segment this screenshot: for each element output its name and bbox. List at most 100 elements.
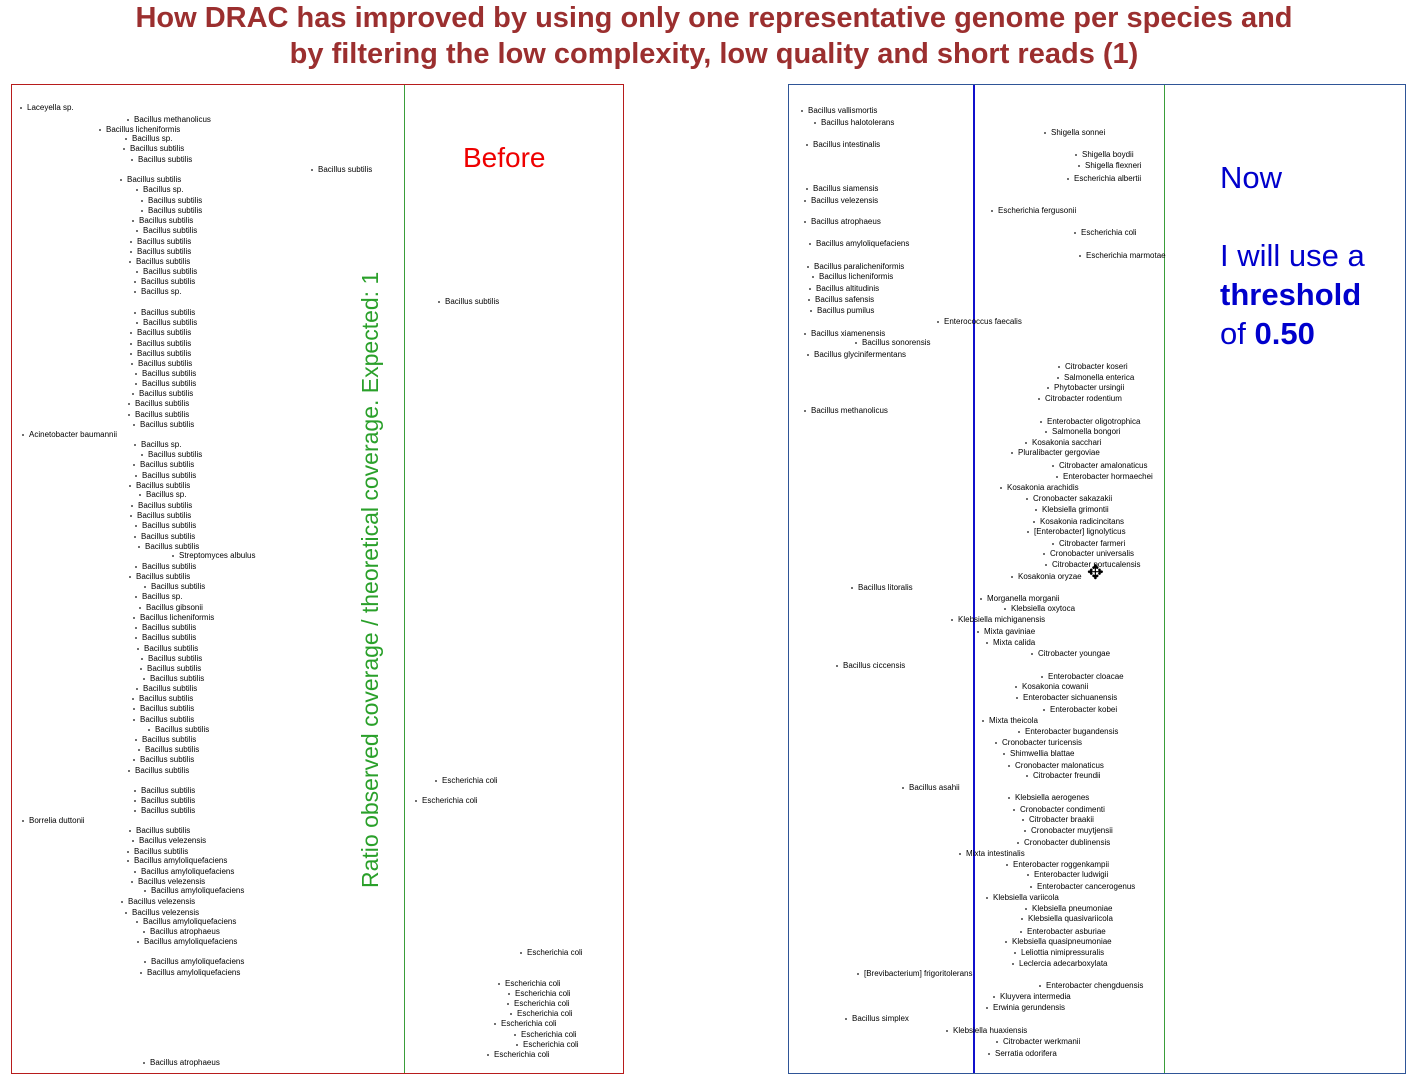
species-label: Cronobacter turicensis — [1002, 738, 1083, 747]
point-marker — [141, 209, 143, 212]
now-species-point: Bacillus pumilus — [810, 306, 874, 316]
point-marker — [814, 121, 816, 124]
before-species-point: Bacillus subtilis — [120, 175, 181, 185]
point-marker — [1038, 397, 1040, 400]
point-marker — [144, 889, 146, 892]
species-label: Bacillus velezensis — [132, 908, 200, 917]
point-marker — [128, 402, 130, 405]
point-marker — [977, 630, 979, 633]
before-species-point: Bacillus subtilis — [133, 420, 194, 430]
now-species-point: Klebsiella oxytoca — [1004, 604, 1075, 614]
species-label: Bacillus halotolerans — [821, 118, 895, 127]
point-marker — [136, 920, 138, 923]
point-marker — [851, 586, 853, 589]
point-marker — [1008, 796, 1010, 799]
point-marker — [129, 484, 131, 487]
before-species-point: Bacillus subtilis — [128, 410, 189, 420]
before-species-point: Bacillus sp. — [139, 490, 186, 500]
species-label: Bacillus subtilis — [136, 481, 191, 490]
before-species-point: Bacillus subtilis — [129, 826, 190, 836]
species-label: Escherichia coli — [521, 1030, 577, 1039]
point-marker — [801, 109, 803, 112]
point-marker — [1018, 730, 1020, 733]
species-label: Bacillus sonorensis — [862, 338, 931, 347]
species-label: Escherichia coli — [505, 979, 561, 988]
before-species-point: Bacillus sp. — [136, 185, 183, 195]
point-marker — [1040, 420, 1042, 423]
species-label: Klebsiella huaxiensis — [953, 1026, 1028, 1035]
point-marker — [1058, 365, 1060, 368]
now-species-point: Shigella flexneri — [1078, 161, 1141, 171]
species-label: Bacillus amyloliquefaciens — [147, 968, 241, 977]
species-label: Escherichia coli — [517, 1009, 573, 1018]
species-label: Bacillus subtilis — [144, 644, 199, 653]
point-marker — [810, 309, 812, 312]
species-label: Bacillus subtilis — [143, 318, 198, 327]
point-marker — [135, 474, 137, 477]
point-marker — [986, 896, 988, 899]
before-species-point: Bacillus subtilis — [127, 847, 188, 857]
point-marker — [1013, 808, 1015, 811]
now-species-point: Citrobacter farmeri — [1052, 539, 1125, 549]
now-species-point: Kosakonia radicincitans — [1033, 517, 1124, 527]
species-label: Klebsiella quasivariicola — [1028, 914, 1113, 923]
species-label: Bacillus subtilis — [137, 237, 192, 246]
point-marker — [1041, 675, 1043, 678]
species-label: [Brevibacterium] frigoritolerans — [864, 969, 973, 978]
point-marker — [148, 728, 150, 731]
now-species-point: Bacillus intestinalis — [806, 140, 880, 150]
point-marker — [1004, 607, 1006, 610]
species-label: Bacillus methanolicus — [811, 406, 888, 415]
species-label: Bacillus glycinifermentans — [814, 350, 907, 359]
point-marker — [129, 829, 131, 832]
point-marker — [1067, 177, 1069, 180]
before-species-point: Bacillus subtilis — [141, 206, 202, 216]
now-species-point: Klebsiella aerogenes — [1008, 793, 1089, 803]
point-marker — [1005, 940, 1007, 943]
threshold-of: of — [1220, 316, 1246, 351]
species-label: Bacillus subtilis — [142, 379, 197, 388]
now-species-point: Klebsiella quasipneumoniae — [1005, 937, 1112, 947]
species-label: Bacillus subtilis — [130, 144, 185, 153]
point-marker — [516, 1043, 518, 1046]
before-species-point: Bacillus subtilis — [134, 806, 195, 816]
species-label: Escherichia coli — [494, 1050, 550, 1059]
before-species-point: Escherichia coli — [415, 796, 478, 806]
point-marker — [1006, 863, 1008, 866]
before-species-point: Bacillus subtilis — [135, 369, 196, 379]
before-species-point: Bacillus licheniformis — [133, 613, 214, 623]
point-marker — [845, 1017, 847, 1020]
species-label: Laceyella sp. — [27, 103, 74, 112]
point-marker — [130, 250, 132, 253]
species-label: Bacillus licheniformis — [106, 125, 181, 134]
now-species-point: Klebsiella quasivariicola — [1021, 914, 1113, 924]
species-label: Bacillus sp. — [142, 592, 183, 601]
before-species-point: Bacillus subtilis — [128, 399, 189, 409]
species-label: Bacillus subtilis — [140, 460, 195, 469]
point-marker — [1021, 917, 1023, 920]
point-marker — [123, 147, 125, 150]
species-label: Bacillus subtilis — [136, 257, 191, 266]
species-label: Bacillus subtilis — [151, 582, 206, 591]
now-species-point: Citrobacter portucalensis — [1045, 560, 1140, 570]
species-label: Bacillus amyloliquefaciens — [151, 957, 245, 966]
species-label: Cronobacter muytjensii — [1031, 826, 1113, 835]
now-species-point: Enterobacter sichuanensis — [1016, 693, 1117, 703]
before-species-point: Bacillus subtilis — [128, 766, 189, 776]
point-marker — [806, 187, 808, 190]
now-species-point: Cronobacter malonaticus — [1008, 761, 1104, 771]
species-label: Shigella boydii — [1082, 150, 1134, 159]
before-species-point: Bacillus subtilis — [136, 267, 197, 277]
species-label: Bacillus subtilis — [137, 247, 192, 256]
point-marker — [804, 409, 806, 412]
now-species-point: Bacillus safensis — [808, 295, 874, 305]
species-label: Kluyvera intermedia — [1000, 992, 1071, 1001]
point-marker — [1026, 497, 1028, 500]
species-label: Bacillus subtilis — [137, 328, 192, 337]
point-marker — [129, 575, 131, 578]
point-marker — [134, 809, 136, 812]
point-marker — [508, 992, 510, 995]
species-label: Bacillus amyloliquefaciens — [144, 937, 238, 946]
species-label: Bacillus subtilis — [136, 572, 191, 581]
point-marker — [136, 188, 138, 191]
